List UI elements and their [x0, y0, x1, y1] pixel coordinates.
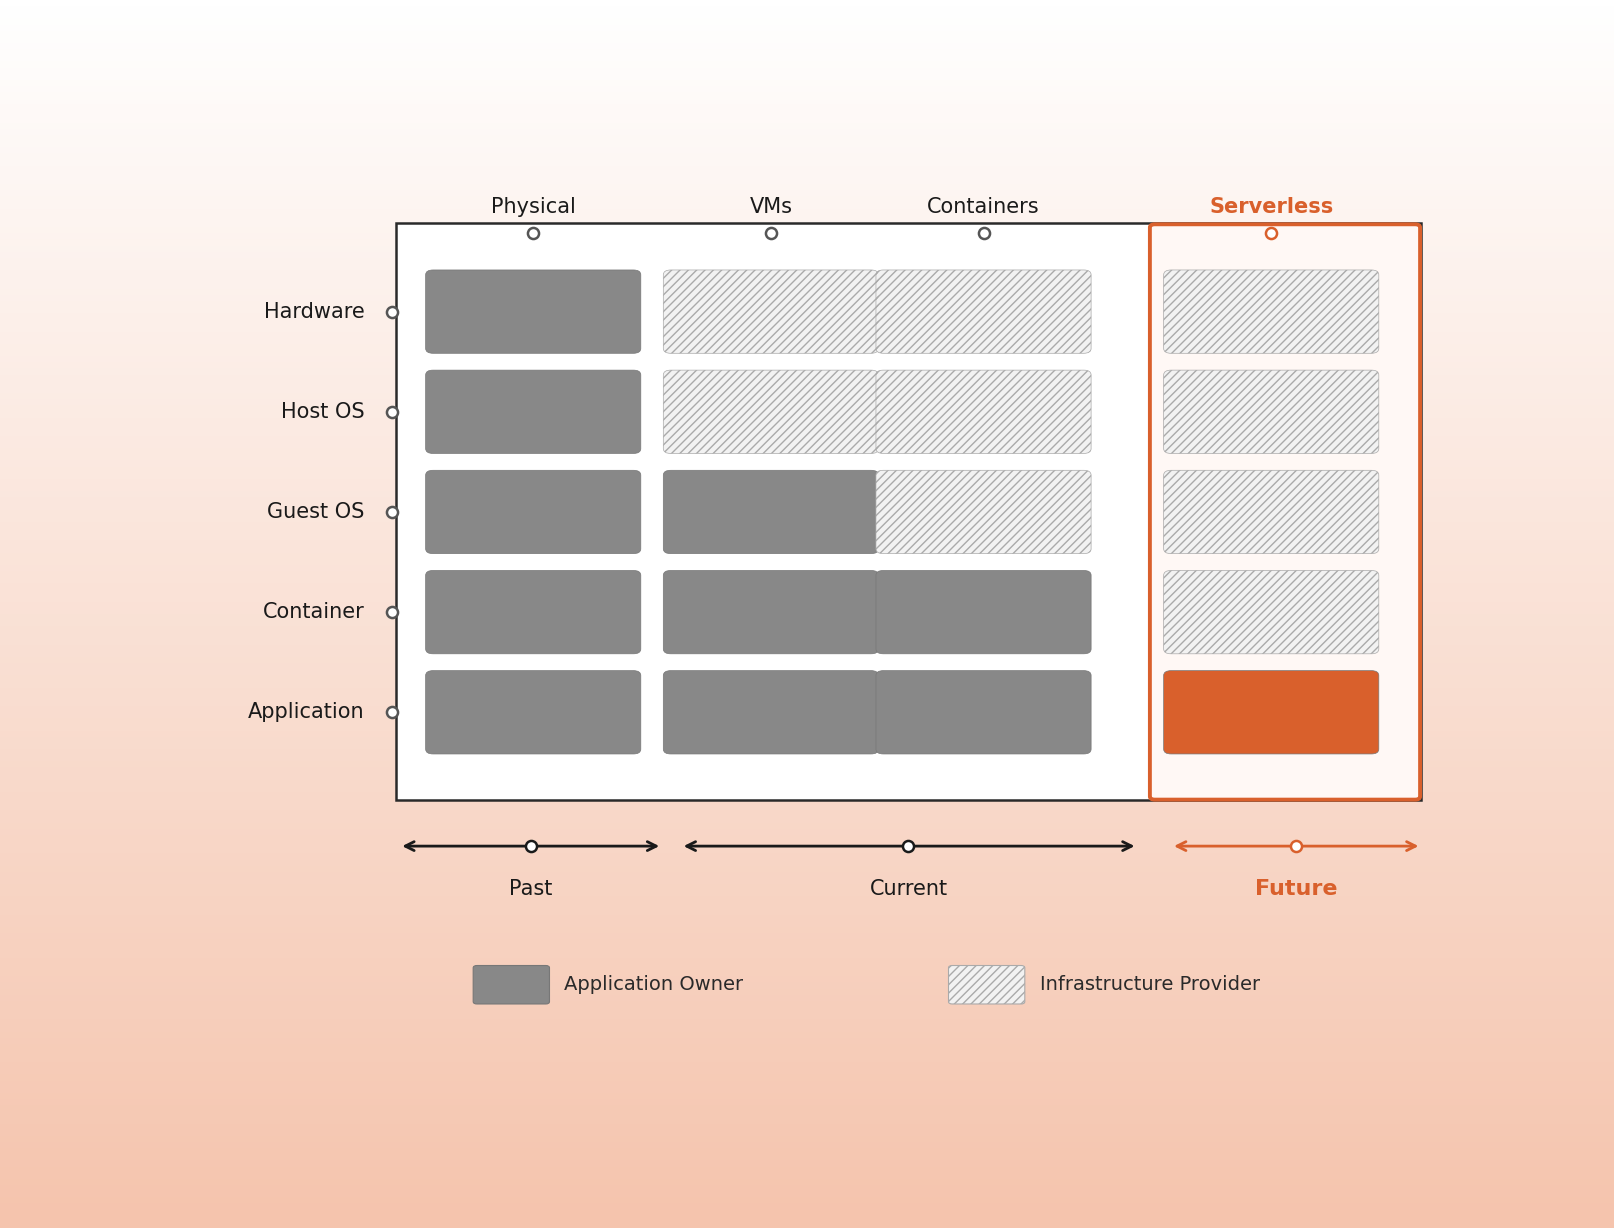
FancyBboxPatch shape: [426, 370, 641, 453]
FancyBboxPatch shape: [1164, 470, 1378, 554]
FancyBboxPatch shape: [876, 470, 1091, 554]
FancyBboxPatch shape: [473, 965, 549, 1005]
FancyBboxPatch shape: [876, 571, 1091, 653]
Text: Application Owner: Application Owner: [565, 975, 744, 995]
Text: Infrastructure Provider: Infrastructure Provider: [1039, 975, 1261, 995]
FancyBboxPatch shape: [426, 470, 641, 554]
FancyBboxPatch shape: [876, 270, 1091, 354]
FancyBboxPatch shape: [663, 670, 878, 754]
FancyBboxPatch shape: [426, 670, 641, 754]
FancyBboxPatch shape: [1164, 370, 1378, 453]
FancyBboxPatch shape: [1149, 225, 1420, 799]
FancyBboxPatch shape: [876, 670, 1091, 754]
Text: Future: Future: [1256, 878, 1338, 899]
Text: Past: Past: [508, 878, 552, 899]
FancyBboxPatch shape: [949, 965, 1025, 1005]
FancyBboxPatch shape: [663, 370, 878, 453]
Text: Current: Current: [870, 878, 947, 899]
Text: VMs: VMs: [749, 198, 792, 217]
FancyBboxPatch shape: [395, 223, 1422, 801]
Text: Container: Container: [263, 602, 365, 623]
Text: Physical: Physical: [491, 198, 576, 217]
Text: Serverless: Serverless: [1209, 198, 1333, 217]
FancyBboxPatch shape: [663, 571, 878, 653]
FancyBboxPatch shape: [426, 571, 641, 653]
FancyBboxPatch shape: [1164, 270, 1378, 354]
Text: Containers: Containers: [926, 198, 1039, 217]
FancyBboxPatch shape: [1164, 571, 1378, 653]
FancyBboxPatch shape: [663, 470, 878, 554]
Text: Guest OS: Guest OS: [266, 502, 365, 522]
Text: Host OS: Host OS: [281, 402, 365, 421]
Text: Application: Application: [247, 702, 365, 722]
Text: Hardware: Hardware: [263, 302, 365, 322]
FancyBboxPatch shape: [663, 270, 878, 354]
FancyBboxPatch shape: [876, 370, 1091, 453]
FancyBboxPatch shape: [1164, 670, 1378, 754]
FancyBboxPatch shape: [426, 270, 641, 354]
